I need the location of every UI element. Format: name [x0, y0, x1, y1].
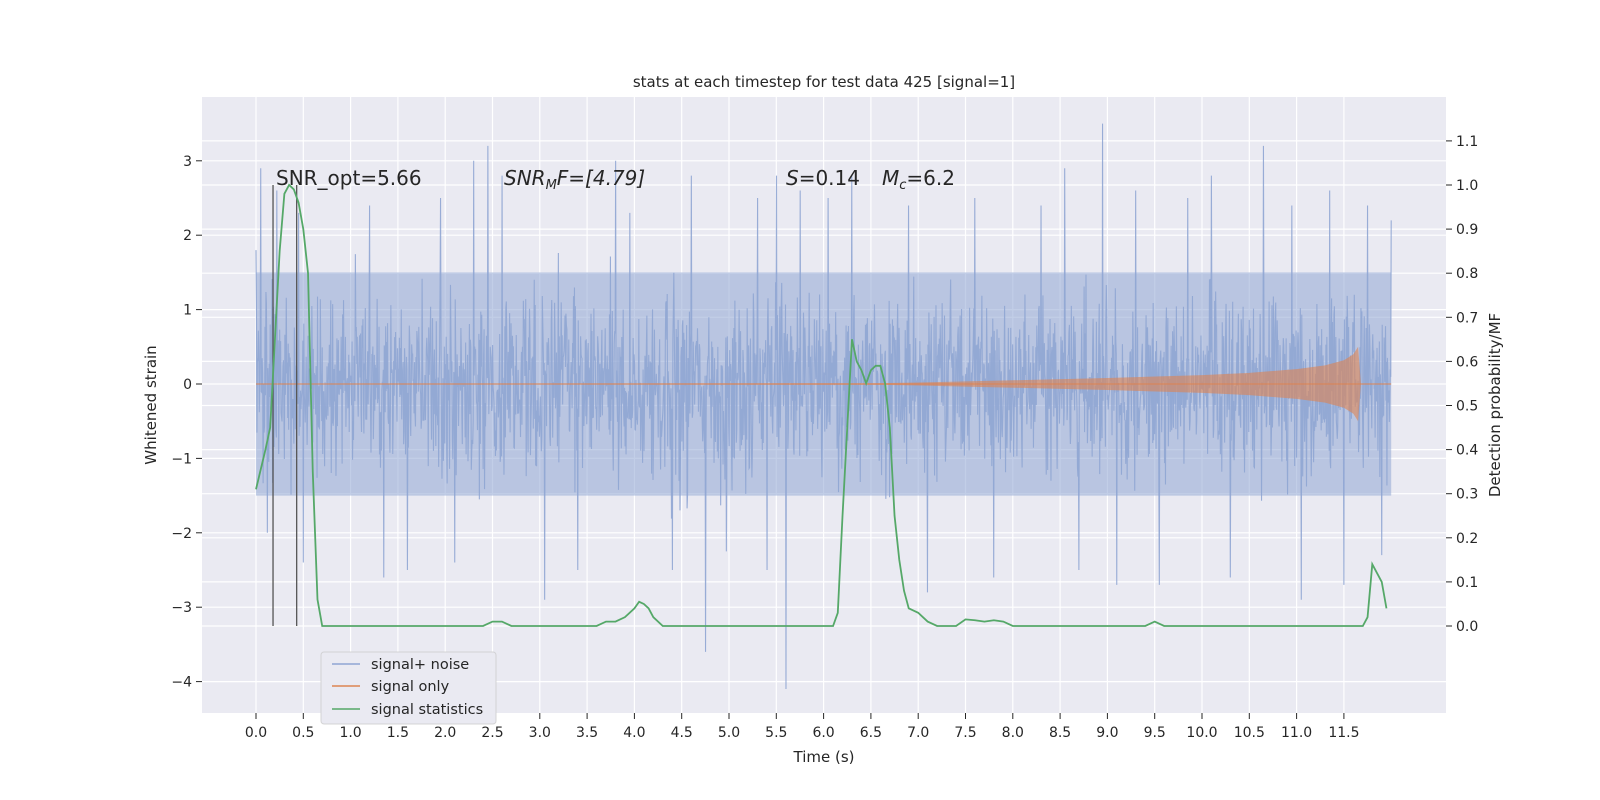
x-tick-label: 8.0	[1002, 725, 1024, 741]
x-tick-label: 0.5	[292, 725, 314, 741]
x-tick-label: 3.5	[576, 725, 598, 741]
y-tick-label: 2	[183, 228, 192, 244]
annotation-s-main: S	[786, 166, 799, 190]
y2-tick-label: 0.2	[1456, 531, 1478, 547]
x-tick-label: 8.5	[1049, 725, 1071, 741]
y2-tick-label: 0.4	[1456, 443, 1478, 459]
annotation-mc-sub: c	[899, 178, 906, 193]
annotation-snr-mf-rest: F=[4.79]	[557, 166, 645, 190]
y-tick-label: 1	[183, 303, 192, 319]
annotation-s-rest: =0.14	[799, 166, 860, 190]
x-tick-label: 5.5	[765, 725, 787, 741]
ticks: 0.0 0.5 1.0 1.5 2.0 2.5 3.0 3.5 4.0 4.5 5.0 5.5 6.0 6…	[171, 134, 1478, 741]
annotation-snr-opt: SNR_opt=5.66	[276, 166, 422, 190]
annotation-s: S=0.14	[786, 166, 860, 190]
legend: signal+ noise signal only signal statist…	[320, 651, 497, 725]
y-tick-label: −1	[171, 451, 192, 467]
y-tick-label: 0	[183, 377, 192, 393]
series-signal-statistics	[255, 183, 1388, 627]
x-tick-label: 4.0	[623, 725, 645, 741]
x-tick-label: 11.5	[1328, 725, 1359, 741]
y-axis-label: Whitened strain	[142, 345, 160, 464]
y-tick-label: −3	[171, 600, 192, 616]
legend-label-signal-only: signal only	[371, 679, 450, 695]
legend-label-signal-noise: signal+ noise	[371, 657, 469, 673]
y2-tick-label: 0.7	[1456, 310, 1478, 326]
x-axis-label: Time (s)	[793, 748, 855, 766]
y2-tick-label: 0.0	[1456, 619, 1478, 635]
y2-tick-label: 0.3	[1456, 487, 1478, 503]
x-tick-label: 6.5	[860, 725, 882, 741]
x-tick-label: 4.5	[671, 725, 693, 741]
x-tick-label: 6.0	[812, 725, 834, 741]
x-tick-label: 3.0	[529, 725, 551, 741]
annotation-mc-rest: =6.2	[906, 166, 955, 190]
y2-tick-label: 0.8	[1456, 266, 1478, 282]
x-tick-label: 7.5	[954, 725, 976, 741]
x-tick-label: 1.0	[339, 725, 361, 741]
y-tick-label: −2	[171, 526, 192, 542]
x-tick-label: 0.0	[245, 725, 267, 741]
annotation-snr-mf-main: SNR	[504, 166, 546, 190]
y2-axis-label: Detection probability/MF	[1486, 313, 1504, 497]
x-tick-label: 2.0	[434, 725, 456, 741]
y2-tick-label: 0.1	[1456, 575, 1478, 591]
legend-box	[320, 651, 497, 725]
y2-tick-label: 1.1	[1456, 134, 1478, 150]
annotation-mc: Mc=6.2	[882, 166, 955, 193]
x-tick-label: 2.5	[481, 725, 503, 741]
x-tick-label: 1.5	[387, 725, 409, 741]
x-tick-label: 5.0	[718, 725, 740, 741]
x-tick-label: 7.0	[907, 725, 929, 741]
annotation-snr-mf-sub: M	[546, 178, 557, 193]
y2-tick-label: 1.0	[1456, 178, 1478, 194]
y2-tick-label: 0.5	[1456, 399, 1478, 415]
annotation-mc-main: M	[882, 166, 899, 190]
x-tick-label: 10.5	[1234, 725, 1265, 741]
chart-title: stats at each timestep for test data 425…	[633, 73, 1015, 91]
x-tick-label: 10.0	[1186, 725, 1217, 741]
data-layer	[255, 123, 1392, 690]
x-tick-label: 9.5	[1144, 725, 1166, 741]
y-tick-label: 3	[183, 154, 192, 170]
y2-tick-label: 0.6	[1456, 354, 1478, 370]
y-tick-label: −4	[171, 675, 192, 691]
y2-tick-label: 0.9	[1456, 222, 1478, 238]
annotations: SNR_opt=5.66 SNRMF=[4.79] S=0.14 Mc=6.2	[276, 166, 955, 193]
annotation-snr-mf: SNRMF=[4.79]	[504, 166, 645, 193]
legend-label-signal-statistics: signal statistics	[371, 702, 483, 718]
x-tick-label: 9.0	[1096, 725, 1118, 741]
x-tick-label: 11.0	[1281, 725, 1312, 741]
